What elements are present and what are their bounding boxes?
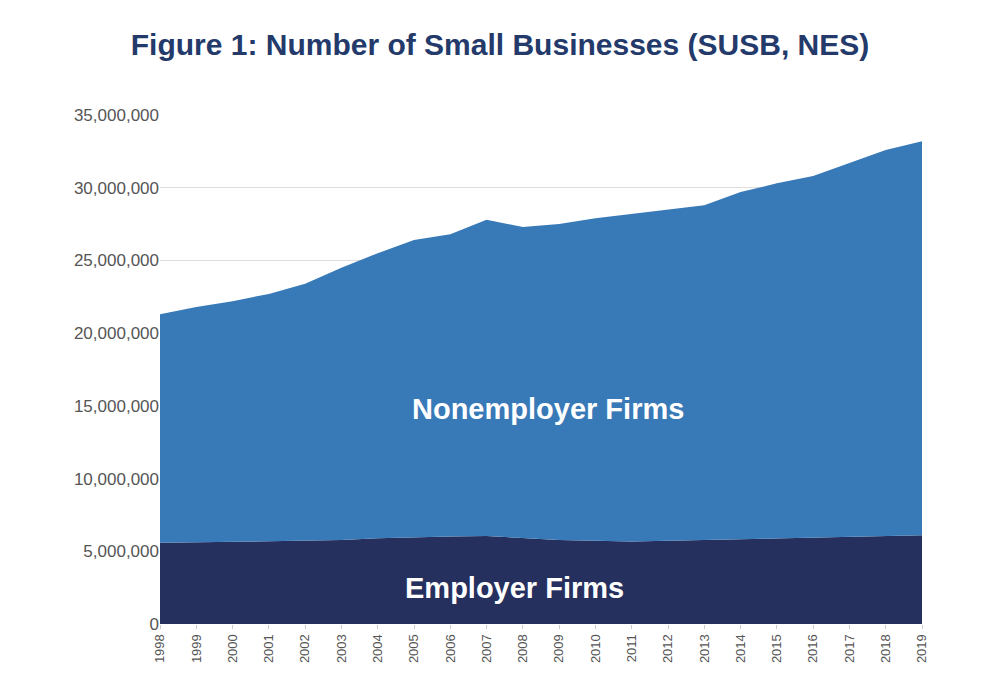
svg-text:30,000,000: 30,000,000 [74,179,159,198]
svg-text:20,000,000: 20,000,000 [74,324,159,343]
svg-text:2018: 2018 [878,634,893,663]
svg-text:2007: 2007 [479,634,494,663]
svg-text:2002: 2002 [297,634,312,663]
svg-text:2011: 2011 [624,634,639,662]
svg-text:2006: 2006 [443,634,458,663]
svg-text:1999: 1999 [189,634,204,663]
svg-text:15,000,000: 15,000,000 [74,397,159,416]
svg-text:2003: 2003 [334,634,349,663]
svg-text:35,000,000: 35,000,000 [74,106,159,125]
svg-text:2019: 2019 [914,634,929,663]
svg-text:2000: 2000 [225,634,240,663]
svg-text:25,000,000: 25,000,000 [74,251,159,270]
svg-text:2009: 2009 [551,634,566,663]
svg-text:2008: 2008 [515,634,530,663]
svg-text:2004: 2004 [370,634,385,663]
svg-text:2010: 2010 [588,634,603,663]
svg-text:2013: 2013 [697,634,712,663]
svg-text:2016: 2016 [805,634,820,663]
svg-text:Employer Firms: Employer Firms [405,572,624,604]
svg-text:0: 0 [150,615,159,634]
svg-text:2012: 2012 [660,634,675,663]
svg-text:1998: 1998 [152,634,167,663]
svg-text:2014: 2014 [733,634,748,663]
svg-text:10,000,000: 10,000,000 [74,470,159,489]
svg-text:Nonemployer Firms: Nonemployer Firms [412,393,684,425]
svg-text:2017: 2017 [842,634,857,663]
svg-text:5,000,000: 5,000,000 [83,542,159,561]
svg-text:2005: 2005 [406,634,421,663]
svg-text:2001: 2001 [261,634,276,663]
svg-text:2015: 2015 [769,634,784,663]
svg-text:Figure 1: Number of Small Busi: Figure 1: Number of Small Businesses (SU… [131,28,870,61]
